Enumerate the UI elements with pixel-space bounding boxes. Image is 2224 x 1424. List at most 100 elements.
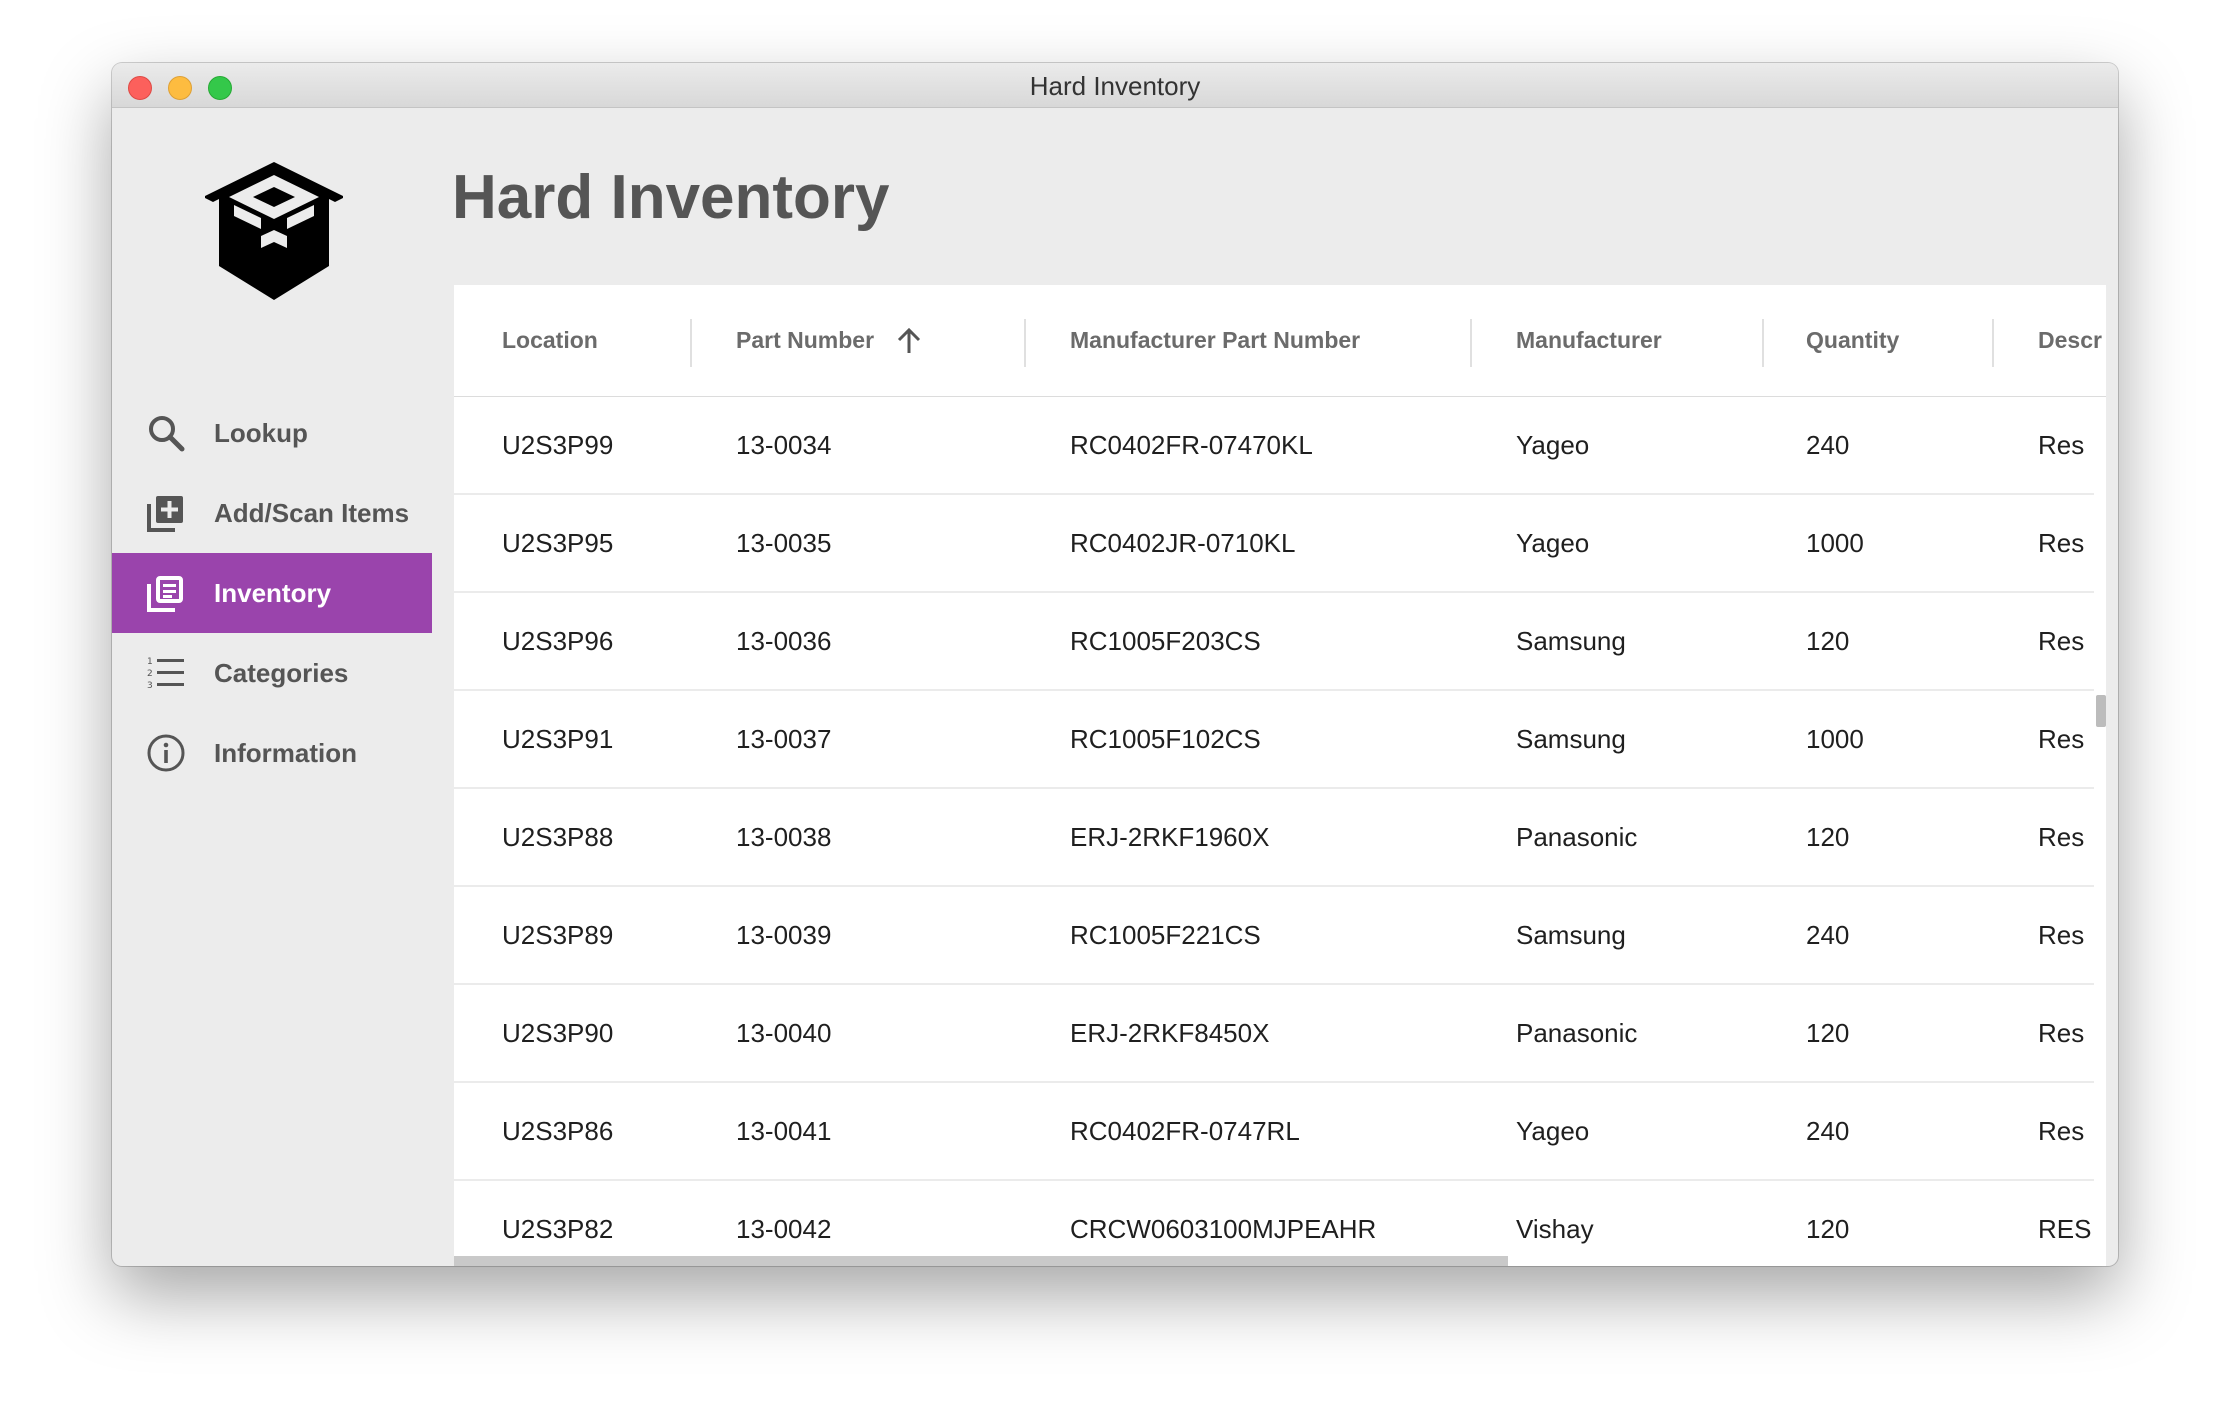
info-icon [147,734,185,772]
cell-manufacturer: Yageo [1516,1116,1590,1146]
cell-description: Res [2038,1116,2085,1146]
cell-part-number: 13-0038 [736,822,832,852]
column-divider[interactable] [1762,319,1764,367]
column-header-quantity[interactable]: Quantity [1806,327,1900,353]
cell-manufacturer-part-number: RC0402JR-0710KL [1070,528,1296,558]
cell-manufacturer-part-number: RC0402FR-0747RL [1070,1116,1300,1146]
cell-quantity: 240 [1806,430,1850,460]
table-row[interactable]: U2S3P90 13-0040 ERJ-2RKF8450X Panasonic … [454,985,2094,1083]
sidebar-item-label: Add/Scan Items [214,497,410,528]
cell-quantity: 1000 [1806,528,1864,558]
sidebar-item-lookup[interactable]: Lookup [112,393,432,473]
cell-manufacturer: Samsung [1516,920,1626,950]
cell-manufacturer-part-number: ERJ-2RKF8450X [1070,1018,1270,1048]
cell-manufacturer: Vishay [1516,1214,1594,1244]
table-header: Location Part Number Manufacturer Part N… [454,285,2106,397]
cell-quantity: 240 [1806,1116,1850,1146]
minimize-window-button[interactable] [168,76,192,100]
sidebar-item-label: Categories [214,657,349,688]
column-divider[interactable] [1024,319,1026,367]
table-row[interactable]: U2S3P88 13-0038 ERJ-2RKF1960X Panasonic … [454,789,2094,887]
cell-description: Res [2038,724,2085,754]
cell-location: U2S3P91 [502,724,614,754]
table-row[interactable]: U2S3P89 13-0039 RC1005F221CS Samsung 240… [454,887,2094,985]
sidebar-item-categories[interactable]: 1 2 3 Categories [112,633,432,713]
cell-part-number: 13-0042 [736,1214,832,1244]
sidebar-nav: Lookup Add/Scan Items Inventory [112,393,432,793]
column-divider[interactable] [1470,319,1472,367]
cell-quantity: 120 [1806,1214,1850,1244]
inventory-list-icon [147,576,183,612]
cell-description: Res [2038,920,2085,950]
svg-text:1: 1 [147,657,153,667]
cell-location: U2S3P95 [502,528,614,558]
cell-manufacturer: Yageo [1516,430,1590,460]
sidebar-item-information[interactable]: Information [112,713,432,793]
cell-location: U2S3P88 [502,822,614,852]
vertical-scrollbar-thumb[interactable] [2096,695,2106,727]
column-header-manufacturer[interactable]: Manufacturer [1516,327,1662,353]
sidebar-item-add-scan-items[interactable]: Add/Scan Items [112,473,432,553]
table-row[interactable]: U2S3P99 13-0034 RC0402FR-07470KL Yageo 2… [454,397,2094,495]
cell-location: U2S3P82 [502,1214,614,1244]
svg-text:2: 2 [147,669,153,679]
cell-description: RES [2038,1214,2092,1244]
cell-quantity: 240 [1806,920,1850,950]
cell-part-number: 13-0037 [736,724,832,754]
column-header-part-number[interactable]: Part Number [736,327,875,353]
add-box-icon [147,496,183,532]
title-bar: Hard Inventory [112,63,2118,108]
cell-part-number: 13-0040 [736,1018,832,1048]
cell-description: Res [2038,528,2085,558]
cell-description: Res [2038,1018,2085,1048]
column-divider[interactable] [690,319,692,367]
cell-quantity: 120 [1806,626,1850,656]
sidebar-item-inventory[interactable]: Inventory [112,553,432,633]
cell-manufacturer-part-number: RC0402FR-07470KL [1070,430,1313,460]
cell-location: U2S3P86 [502,1116,614,1146]
cell-description: Res [2038,430,2085,460]
cell-location: U2S3P90 [502,1018,614,1048]
cell-part-number: 13-0034 [736,430,832,460]
column-header-description[interactable]: Descr [2038,327,2102,353]
cell-part-number: 13-0039 [736,920,832,950]
page-title: Hard Inventory [452,163,890,232]
maximize-window-button[interactable] [208,76,232,100]
cell-part-number: 13-0035 [736,528,832,558]
sidebar-item-label: Inventory [214,577,332,608]
cell-manufacturer-part-number: CRCW0603100MJPEAHR [1070,1214,1377,1244]
cell-manufacturer: Samsung [1516,724,1626,754]
cell-manufacturer-part-number: ERJ-2RKF1960X [1070,822,1270,852]
column-divider[interactable] [1992,319,1994,367]
cell-quantity: 1000 [1806,724,1864,754]
numbered-list-icon: 1 2 3 [147,657,184,691]
cell-manufacturer-part-number: RC1005F102CS [1070,724,1261,754]
arrow-up-icon[interactable] [894,326,924,356]
table-row[interactable]: U2S3P91 13-0037 RC1005F102CS Samsung 100… [454,691,2094,789]
cell-part-number: 13-0036 [736,626,832,656]
table-body: U2S3P99 13-0034 RC0402FR-07470KL Yageo 2… [454,397,2094,1266]
cell-manufacturer: Panasonic [1516,822,1638,852]
cell-manufacturer: Panasonic [1516,1018,1638,1048]
inventory-table: Location Part Number Manufacturer Part N… [454,285,2106,1266]
hexagon-box-logo-icon [205,162,343,300]
cell-manufacturer: Samsung [1516,626,1626,656]
cell-description: Res [2038,626,2085,656]
search-icon [149,416,185,452]
window-title: Hard Inventory [1029,71,1201,101]
column-header-manufacturer-part-number[interactable]: Manufacturer Part Number [1070,327,1361,353]
table-row[interactable]: U2S3P96 13-0036 RC1005F203CS Samsung 120… [454,593,2094,691]
column-header-location[interactable]: Location [502,327,598,353]
cell-manufacturer: Yageo [1516,528,1590,558]
table-row[interactable]: U2S3P86 13-0041 RC0402FR-0747RL Yageo 24… [454,1083,2094,1181]
cell-location: U2S3P89 [502,920,614,950]
close-window-button[interactable] [128,76,152,100]
sidebar-item-label: Lookup [214,417,308,448]
cell-location: U2S3P99 [502,430,614,460]
table-row[interactable]: U2S3P82 13-0042 CRCW0603100MJPEAHR Visha… [454,1181,2094,1266]
cell-part-number: 13-0041 [736,1116,832,1146]
cell-location: U2S3P96 [502,626,614,656]
cell-quantity: 120 [1806,822,1850,852]
horizontal-scrollbar-thumb[interactable] [454,1256,1508,1266]
table-row[interactable]: U2S3P95 13-0035 RC0402JR-0710KL Yageo 10… [454,495,2094,593]
